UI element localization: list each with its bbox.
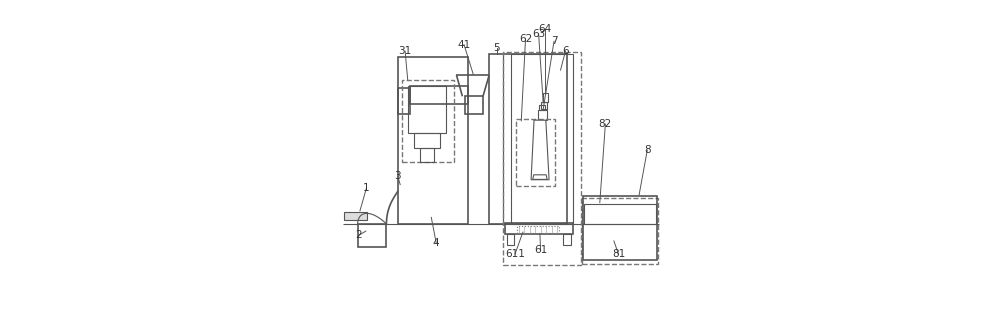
Bar [489,54,567,224]
Bar [358,224,386,248]
Text: 61: 61 [534,245,547,255]
Bar [408,86,446,133]
Bar [402,80,454,162]
Text: 6: 6 [562,46,569,56]
Bar [511,54,573,224]
Text: 4: 4 [433,238,440,248]
Text: 5: 5 [493,43,500,53]
Bar [420,148,434,162]
Bar [517,225,559,233]
Bar [344,213,367,220]
Bar [563,234,571,245]
Bar [410,86,468,105]
Text: 2: 2 [355,230,362,240]
Text: 62: 62 [519,34,532,44]
Bar [398,88,410,114]
Polygon shape [533,175,547,180]
Text: 3: 3 [395,172,401,182]
Bar [414,133,440,148]
Bar [582,198,658,264]
Text: 81: 81 [612,249,625,259]
Bar [539,105,545,110]
Bar [465,96,483,114]
Bar [398,57,468,224]
Bar [505,223,573,234]
Bar [541,102,547,109]
Text: 7: 7 [551,36,557,46]
Text: 82: 82 [599,119,612,129]
Polygon shape [531,120,549,180]
Text: 64: 64 [539,24,552,34]
Text: 1: 1 [363,183,370,193]
Bar [543,93,548,102]
Bar [507,234,514,245]
Bar [516,119,555,186]
Text: 8: 8 [644,145,651,155]
Bar [583,196,657,260]
Text: 41: 41 [457,40,471,50]
Bar [538,110,547,120]
Text: 31: 31 [398,46,412,56]
Bar [503,52,581,265]
Text: 611: 611 [505,249,525,259]
Text: 63: 63 [532,29,545,39]
Bar [584,204,656,224]
